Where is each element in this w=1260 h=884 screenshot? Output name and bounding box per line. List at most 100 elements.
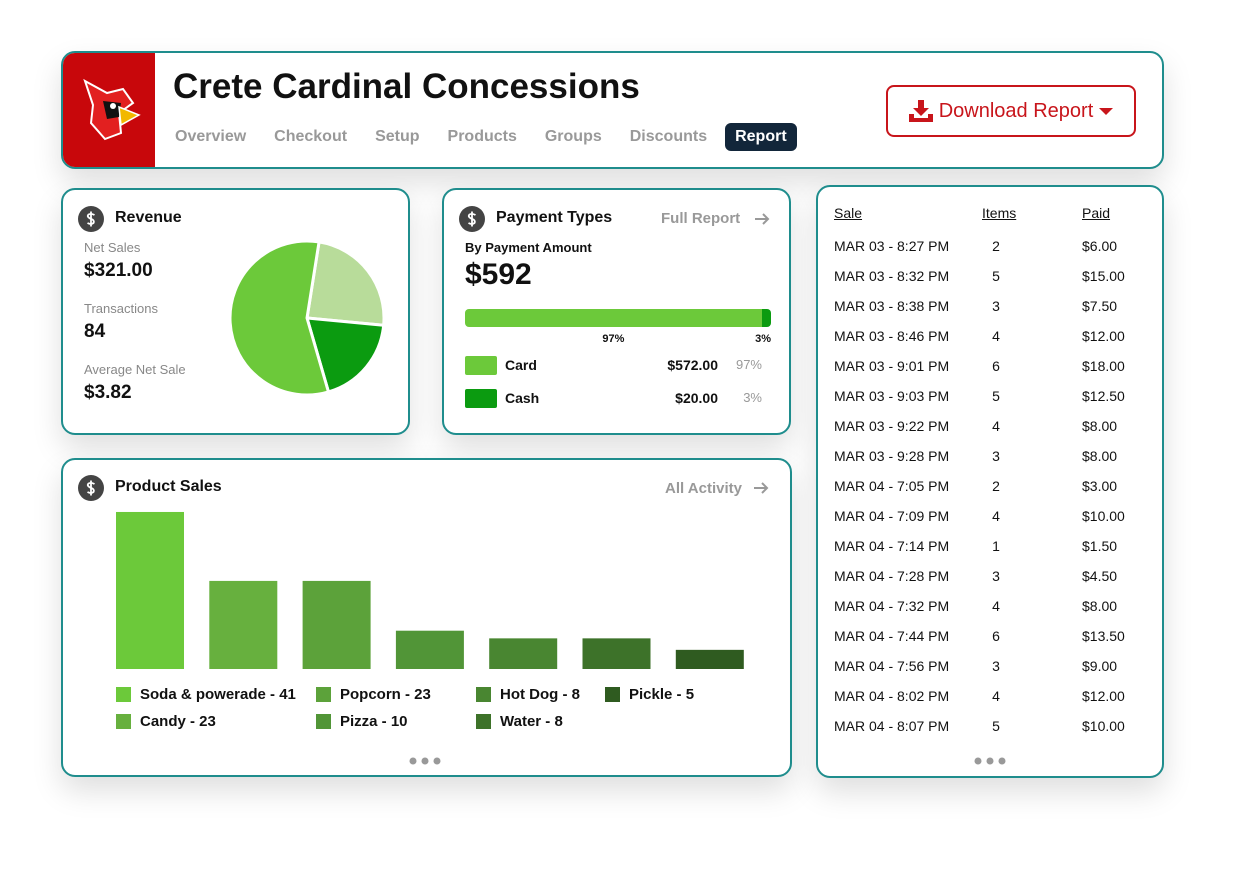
item-count: 4 [992, 598, 1000, 614]
sale-time: MAR 03 - 8:32 PM [834, 268, 950, 284]
nav-item[interactable]: Groups [544, 128, 602, 145]
sale-time: MAR 04 - 7:09 PM [834, 508, 950, 524]
paid-amount: $3.00 [1082, 478, 1118, 494]
item-count: 4 [992, 688, 1000, 704]
item-count: 3 [992, 298, 1000, 314]
sale-time: MAR 04 - 8:02 PM [834, 688, 950, 704]
paid-amount: $6.00 [1082, 238, 1118, 254]
paid-amount: $4.50 [1082, 568, 1118, 584]
download-label[interactable]: Download Report [938, 99, 1094, 122]
payment-bar-segment [761, 309, 771, 327]
stat-value: 84 [84, 321, 106, 342]
card-title: Product Sales [115, 478, 222, 495]
legend-swatch [605, 687, 620, 702]
bar [209, 580, 278, 669]
bar [582, 638, 651, 669]
sale-time: MAR 03 - 9:01 PM [834, 358, 950, 374]
paid-amount: $7.50 [1082, 298, 1118, 314]
bar [395, 630, 464, 669]
legend-label: Hot Dog - 8 [500, 686, 580, 703]
nav-bar: Overview Checkout Setup Products Groups Disco… [165, 123, 797, 151]
sale-time: MAR 04 - 7:44 PM [834, 628, 950, 644]
item-count: 1 [992, 538, 1000, 554]
bar [489, 638, 558, 669]
item-count: 4 [992, 418, 1000, 434]
column-header: Paid [1082, 205, 1111, 221]
stat-value: $3.82 [84, 382, 132, 403]
paid-amount: $13.50 [1082, 628, 1125, 644]
paid-amount: $18.00 [1082, 358, 1125, 374]
paid-amount: $12.00 [1082, 688, 1125, 704]
paid-amount: $9.00 [1082, 658, 1118, 674]
sale-time: MAR 03 - 8:46 PM [834, 328, 950, 344]
method-name: Cash [505, 390, 540, 406]
sale-time: MAR 03 - 8:27 PM [834, 238, 950, 254]
nav-item[interactable]: Discounts [629, 128, 708, 145]
pie-slice [228, 239, 331, 397]
payment-bar-segment [465, 309, 762, 327]
sale-time: MAR 04 - 7:28 PM [834, 568, 950, 584]
more-dots[interactable] [408, 756, 444, 766]
sale-time: MAR 03 - 9:22 PM [834, 418, 950, 434]
paid-amount: $12.00 [1082, 328, 1125, 344]
paid-amount: $12.50 [1082, 388, 1125, 404]
legend-swatch [476, 687, 491, 702]
legend-label: Candy - 23 [140, 713, 216, 730]
all-activity-link[interactable]: All Activity [665, 480, 742, 497]
download-icon [908, 100, 933, 122]
dollar-icon [459, 206, 485, 232]
sale-time: MAR 04 - 7:05 PM [834, 478, 950, 494]
subtitle: By Payment Amount [465, 240, 592, 255]
method-name: Card [505, 357, 537, 373]
legend-swatch [116, 687, 131, 702]
card-title: Revenue [115, 209, 182, 226]
sale-time: MAR 04 - 7:32 PM [834, 598, 950, 614]
method-percent: 97% [735, 357, 762, 372]
app-title: Crete Cardinal Concessions [173, 67, 640, 106]
bar [675, 649, 744, 669]
full-report-link[interactable]: Full Report [661, 210, 741, 227]
legend-label: Pizza - 10 [340, 713, 408, 730]
total: $592 [465, 258, 532, 291]
nav-item[interactable]: Setup [375, 128, 420, 145]
item-count: 3 [992, 568, 1000, 584]
legend-swatch [316, 687, 331, 702]
product-card: Product Sales All Activity Soda & powera… [61, 458, 792, 777]
legend-swatch [116, 714, 131, 729]
nav-item[interactable]: Overview [175, 128, 247, 145]
arrow-icon [754, 482, 769, 494]
more-dots[interactable] [973, 756, 1009, 766]
product-bar-chart [116, 511, 744, 669]
item-count: 5 [992, 718, 1000, 734]
download-button[interactable]: Download Report [886, 85, 1136, 137]
paid-amount: $8.00 [1082, 418, 1118, 434]
nav-item[interactable]: Report [725, 123, 797, 151]
nav-item[interactable]: Checkout [274, 128, 348, 145]
method-amount: $20.00 [675, 390, 718, 406]
legend-label: Pickle - 5 [629, 686, 695, 703]
nav-item[interactable]: Products [447, 128, 517, 145]
sale-time: MAR 04 - 8:07 PM [834, 718, 950, 734]
revenue-card: Revenue Net Sales $321.00 Transactions 84 Av… [61, 188, 410, 435]
paid-amount: $1.50 [1082, 538, 1118, 554]
item-count: 4 [992, 328, 1000, 344]
legend-label: Popcorn - 23 [340, 686, 431, 703]
payment-card: Payment Types Full Report By Payment Amo… [442, 188, 791, 435]
paid-amount: $10.00 [1082, 508, 1125, 524]
legend-label: Soda & powerade - 41 [140, 686, 296, 703]
sale-time: MAR 03 - 9:03 PM [834, 388, 950, 404]
logo [63, 53, 155, 167]
item-count: 3 [992, 658, 1000, 674]
dollar-icon [78, 475, 104, 501]
payment-percent-label: 3% [755, 333, 771, 345]
legend-swatch [465, 356, 497, 375]
header-card: Crete Cardinal Concessions Overview Check… [61, 51, 1164, 169]
bar [302, 580, 371, 669]
legend-swatch [316, 714, 331, 729]
item-count: 6 [992, 628, 1000, 644]
sale-time: MAR 04 - 7:14 PM [834, 538, 950, 554]
column-header: Sale [834, 205, 863, 221]
item-count: 5 [992, 388, 1000, 404]
bar [116, 511, 184, 669]
